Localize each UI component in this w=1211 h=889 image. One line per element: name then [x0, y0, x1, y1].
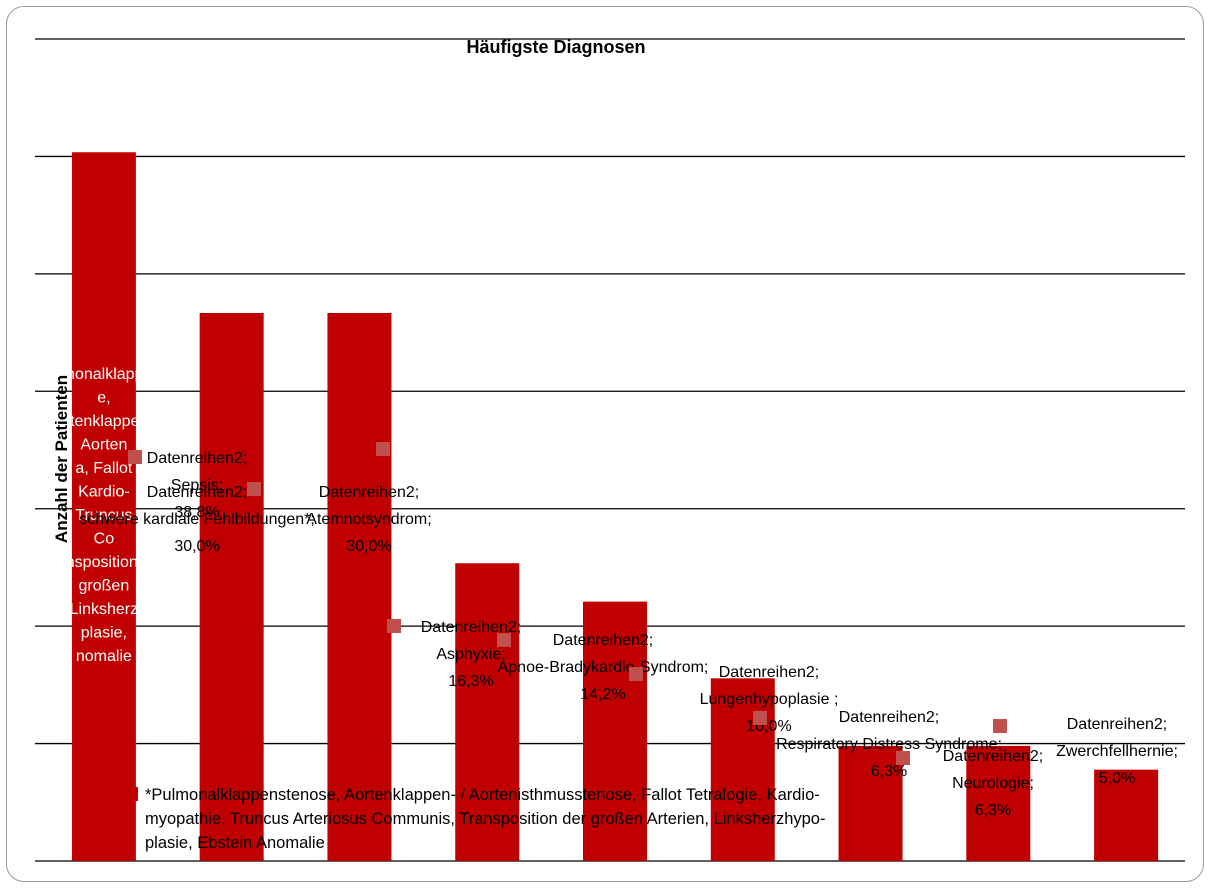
chart-title: Häufigste Diagnosen [466, 37, 645, 57]
data-label-line: Datenreihen2; [719, 664, 820, 681]
bar [583, 601, 647, 861]
legend-note-line: plasie, Ebstein Anomalie [145, 834, 325, 852]
bars [71, 152, 1159, 862]
data-label-marker [497, 633, 511, 647]
in-bar-text: Aortenklappen- / [45, 413, 163, 430]
data-label-line: Asphyxie; [436, 646, 505, 663]
data-label-line: Datenreihen2; [319, 484, 420, 501]
data-labels: Datenreihen2; Sepsis; 38,8%Datenreihen2; sc… [79, 442, 1178, 819]
data-label-line: Datenreihen2; [839, 709, 940, 726]
data-label: Datenreihen2; Asphyxie; 16,3% [421, 619, 522, 690]
legend-note-line: *Pulmonalklappenstenose, Aortenklappen- … [145, 786, 820, 804]
data-label-line: Datenreihen2; [421, 619, 522, 636]
data-label-marker [896, 751, 910, 765]
in-bar-text: e, [97, 390, 110, 407]
legend-note-line: myopathie, Truncus Arteriosus Communis, … [145, 810, 825, 828]
data-label-line: Datenreihen2; [943, 748, 1044, 765]
in-bar-text: Co [94, 531, 115, 548]
in-bar-text: Transposition der [42, 554, 166, 571]
in-bar-text-group: Pulmonalklappens e, Aortenklappen- / Aorten… [39, 366, 170, 665]
bar [1094, 769, 1159, 861]
data-label-line: Apnoe-Bradykardie-Syndrom; [498, 659, 709, 676]
data-label: Datenreihen2; Neurologie; 6,3% [943, 748, 1044, 819]
data-label-marker [247, 482, 261, 496]
bar [71, 152, 136, 862]
y-axis-label: Anzahl der Patienten [52, 375, 71, 543]
data-label-line: 5,0% [1099, 770, 1135, 787]
data-label: Datenreihen2; Respiratory Distress Syndro… [776, 709, 1002, 780]
data-label-marker [993, 719, 1007, 733]
in-bar-text: Truncus [75, 507, 132, 524]
in-bar-text: nomalie [76, 648, 132, 665]
data-label-line: 6,3% [871, 763, 907, 780]
bar [199, 313, 264, 861]
in-bar-text: Pulmonalklappens [39, 366, 170, 383]
data-label-line: Neurologie; [952, 775, 1034, 792]
data-label-marker [629, 667, 643, 681]
data-label-line: schwere kardiale Fehlbildungen*; [79, 511, 315, 528]
data-label: Datenreihen2; schwere kardiale Fehlbildun… [79, 484, 315, 555]
data-label-line: Datenreihen2; [1067, 716, 1168, 733]
data-label-line: 16,3% [448, 673, 493, 690]
bar [710, 678, 775, 861]
data-label: Datenreihen2; Sepsis; 38,8% [147, 450, 248, 521]
data-label: Datenreihen2; Zwerchfellhernie; 5,0% [1056, 716, 1178, 787]
data-label-marker [387, 619, 401, 633]
bar [327, 313, 392, 861]
data-label: Datenreihen2; Apnoe-Bradykardie-Syndrom; 1… [498, 632, 709, 703]
bar-chart: Pulmonalklappens e, Aortenklappen- / Aorten… [35, 37, 1185, 862]
data-label-marker [128, 450, 142, 464]
data-label-line: 38,8% [174, 504, 219, 521]
bar [455, 563, 520, 861]
data-label-line: Lungenhypoplasie ; [700, 691, 839, 708]
legend-marker [124, 787, 138, 801]
in-bar-text: plasie, [81, 625, 127, 642]
in-bar-text: a, Fallot [75, 460, 132, 477]
bar [966, 745, 1031, 861]
data-label-line: Datenreihen2; [147, 450, 248, 467]
data-label-marker [753, 711, 767, 725]
data-label-line: 30,0% [174, 538, 219, 555]
data-label-line: 30,0% [346, 538, 391, 555]
data-label: Datenreihen2; Atemnotsyndrom; 30,0% [306, 484, 431, 555]
data-label-line: 6,3% [975, 802, 1011, 819]
data-label-line: Datenreihen2; [553, 632, 654, 649]
legend: *Pulmonalklappenstenose, Aortenklappen- … [124, 786, 825, 852]
chart-frame: Pulmonalklappens e, Aortenklappen- / Aorten… [6, 6, 1204, 882]
data-label-line: Respiratory Distress Syndrome; [776, 736, 1002, 753]
in-bar-text: großen [79, 578, 130, 595]
in-bar-text: Linksherz [70, 601, 138, 618]
bar [838, 745, 903, 861]
data-label-line: Datenreihen2; [147, 484, 248, 501]
in-bar-text: Kardio- [78, 484, 130, 501]
data-label-line: Atemnotsyndrom; [306, 511, 431, 528]
in-bar-text: Aorten [80, 437, 127, 454]
data-label-line: Zwerchfellhernie; [1056, 743, 1178, 760]
data-label-line: 14,2% [580, 686, 625, 703]
in-bar-labels: Pulmonalklappens e, Aortenklappen- / Aorten… [39, 366, 170, 665]
data-label-marker [376, 442, 390, 456]
data-label-line: Sepsis; [171, 477, 223, 494]
